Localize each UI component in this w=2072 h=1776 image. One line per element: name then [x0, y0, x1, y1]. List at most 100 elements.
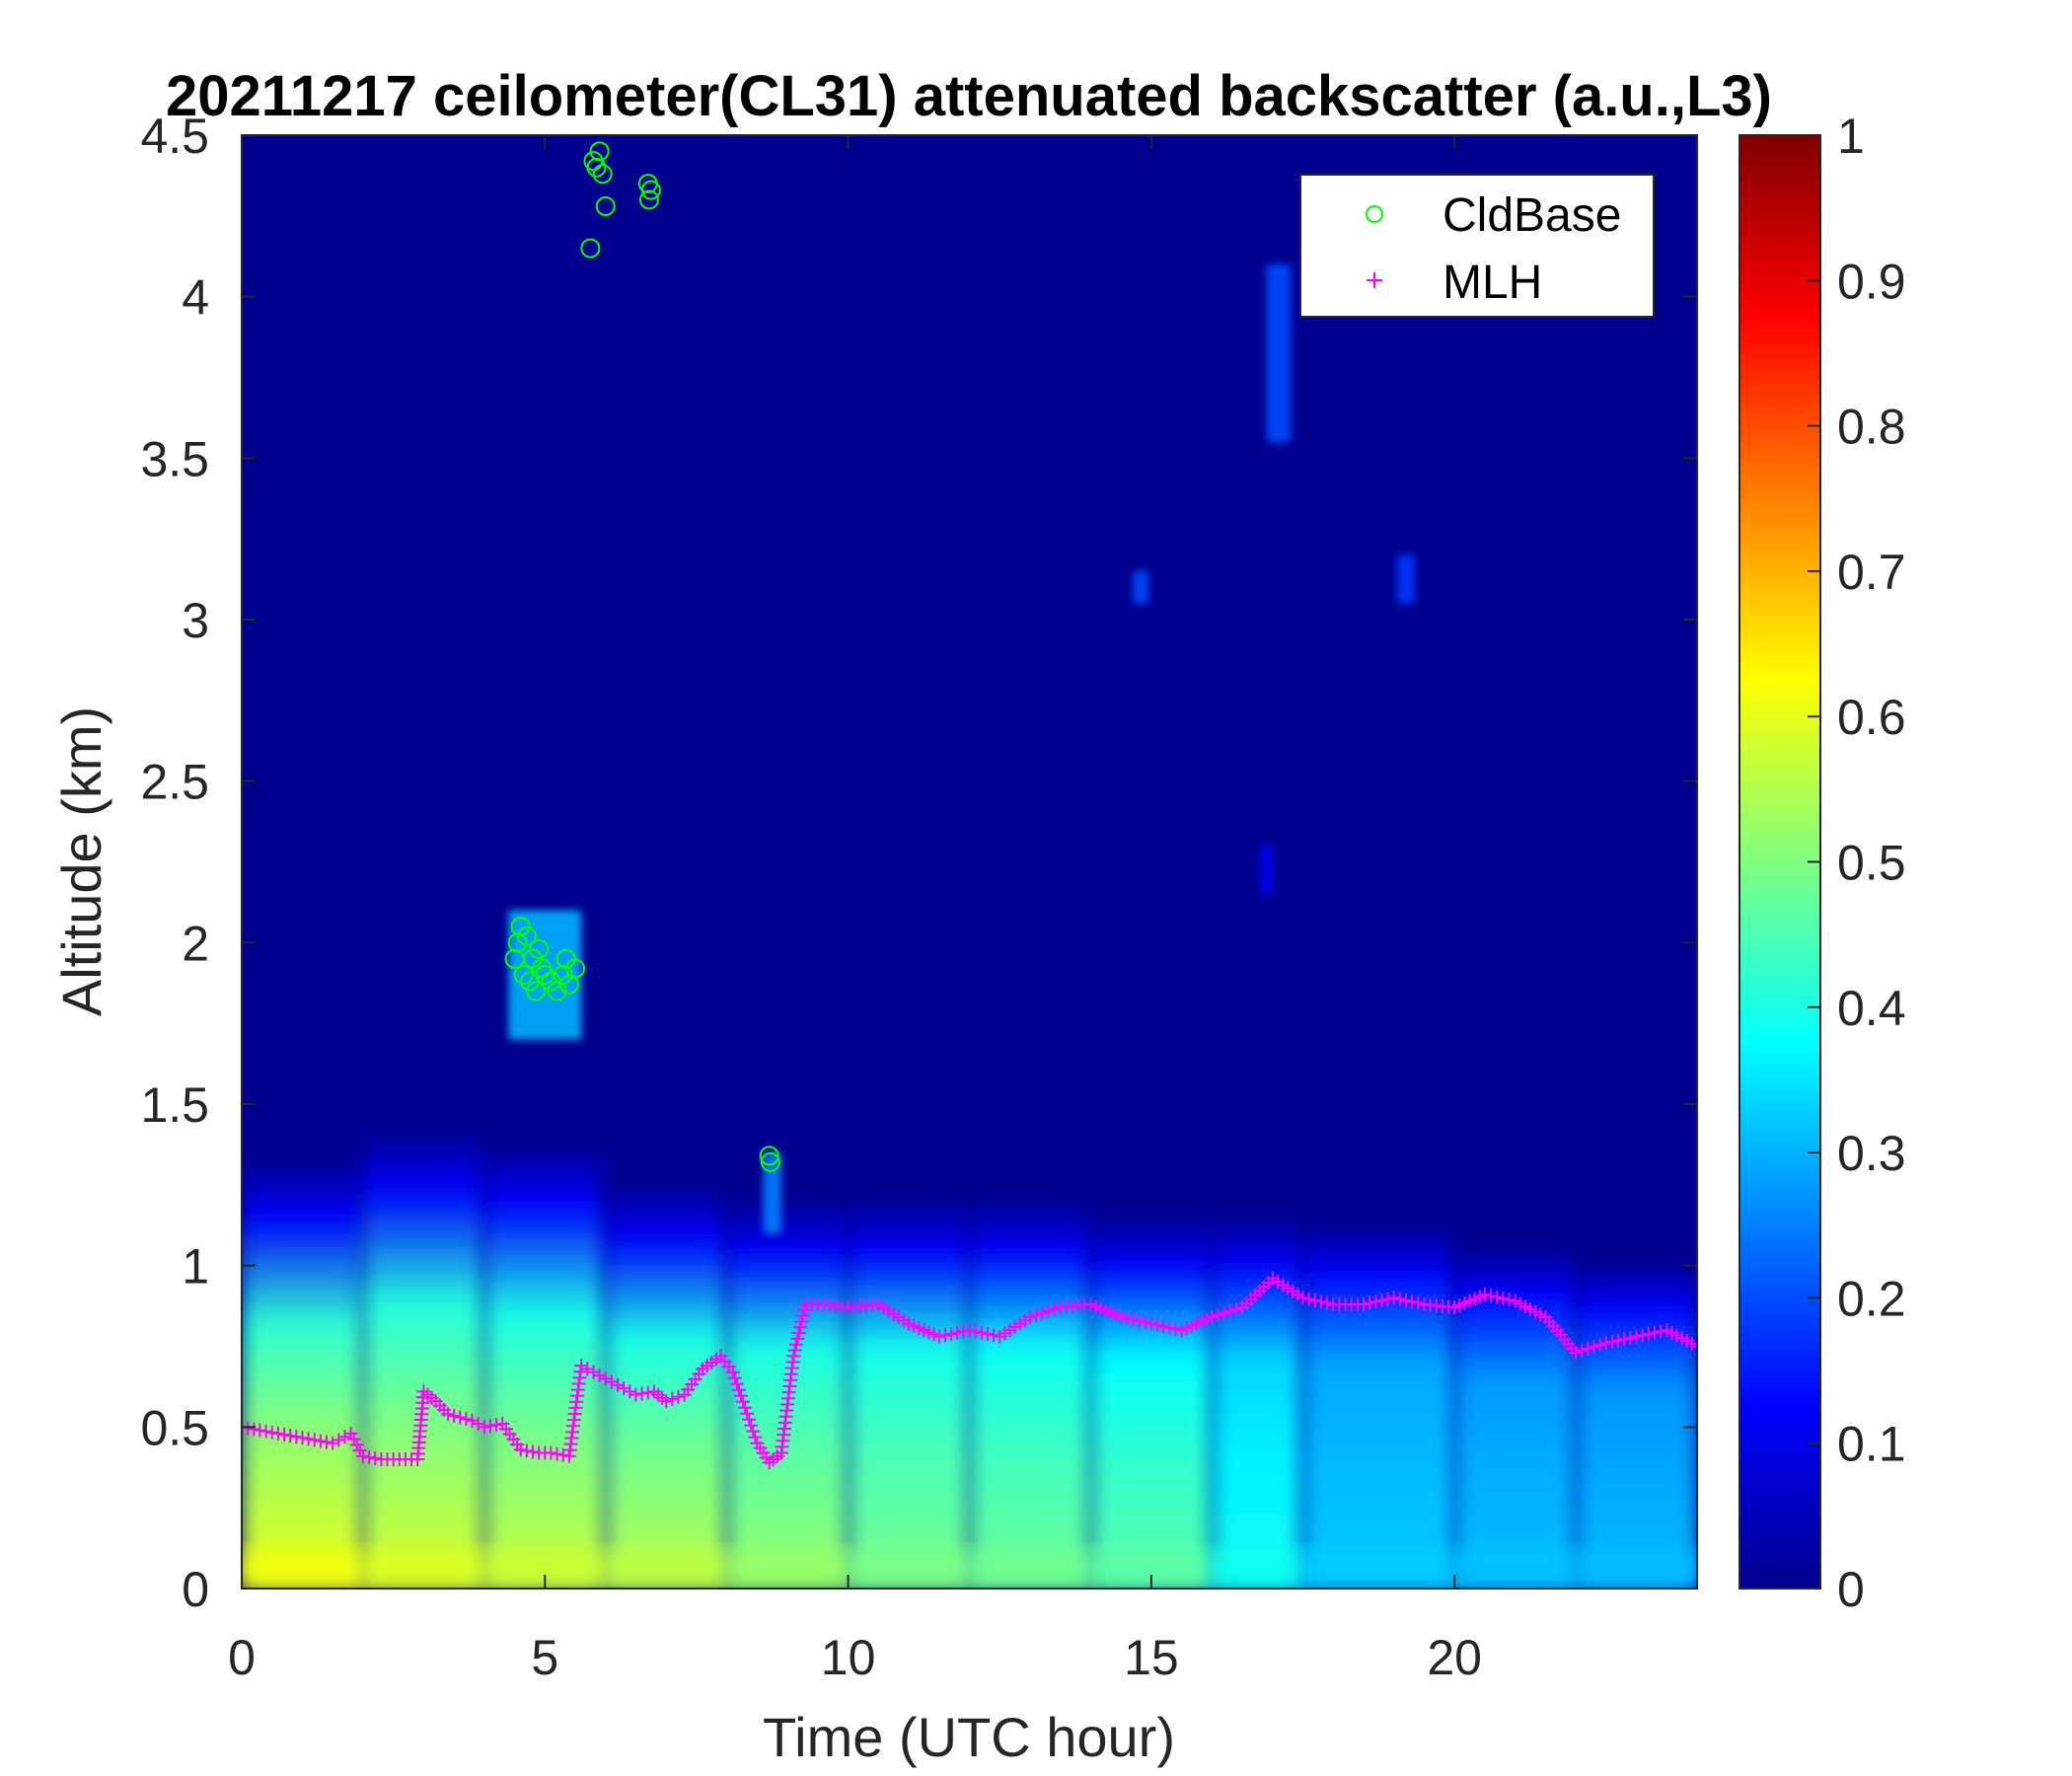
- mlh-point: [1647, 1325, 1662, 1340]
- mlh-point: [307, 1433, 322, 1447]
- mlh-point: [574, 1359, 589, 1373]
- mlh-point: [1374, 1294, 1389, 1308]
- mlh-point: [362, 1449, 377, 1464]
- mlh-point: [665, 1391, 680, 1406]
- mlh-point: [786, 1349, 801, 1364]
- y-tick-label: 1.5: [140, 1077, 209, 1133]
- cldbase-point: [586, 157, 607, 178]
- mlh-point: [795, 1308, 810, 1323]
- mlh-point: [944, 1327, 959, 1342]
- mlh-point: [974, 1325, 989, 1340]
- mlh-point: [1211, 1308, 1225, 1323]
- x-axis-title: Time (UTC hour): [763, 1706, 1175, 1768]
- chart-title: 20211217 ceilometer(CL31) attenuated bac…: [166, 64, 1772, 128]
- heatmap-surface-band: [726, 1549, 850, 1589]
- mlh-point: [1205, 1310, 1220, 1325]
- mlh-point: [519, 1443, 534, 1458]
- mlh-point: [489, 1418, 504, 1433]
- mlh-point: [1222, 1304, 1237, 1319]
- mlh-point: [544, 1445, 558, 1460]
- mlh-point: [1022, 1310, 1037, 1325]
- mlh-point: [611, 1377, 626, 1392]
- mlh-point: [1502, 1293, 1517, 1307]
- mlh-point: [734, 1388, 749, 1403]
- mlh-point: [1150, 1317, 1165, 1332]
- mlh-point: [937, 1328, 952, 1343]
- mlh-point: [513, 1443, 528, 1457]
- cldbase-point: [553, 965, 573, 986]
- heatmap-column: [1575, 1257, 1697, 1589]
- colorbar-tick-label: 0.2: [1837, 1271, 1906, 1326]
- heatmap-surface-band: [1212, 1549, 1304, 1589]
- colorbar-tick-label: 0.1: [1837, 1417, 1906, 1472]
- cldbase-point: [589, 141, 610, 162]
- mlh-point: [1392, 1292, 1407, 1306]
- colorbar-tick-label: 0.7: [1837, 545, 1906, 600]
- mlh-point: [789, 1337, 804, 1352]
- heatmap-surface-band: [1454, 1549, 1578, 1589]
- mlh-point: [1484, 1289, 1499, 1303]
- heatmap-column: [604, 1176, 728, 1589]
- mlh-point: [1617, 1332, 1632, 1347]
- y-tick-label: 4.5: [140, 109, 209, 164]
- mlh-point: [586, 1365, 601, 1379]
- colorbar-tick-label: 0.4: [1837, 981, 1906, 1036]
- mlh-point: [1405, 1295, 1420, 1309]
- mlh-point: [1217, 1306, 1231, 1321]
- cloud-feature: [1266, 263, 1292, 442]
- mlh-point: [1575, 1344, 1590, 1359]
- mlh-point: [962, 1323, 977, 1338]
- mlh-point: [349, 1438, 364, 1452]
- mlh-point: [270, 1426, 285, 1441]
- mlh-point: [729, 1376, 744, 1391]
- mlh-point: [604, 1374, 619, 1389]
- mlh-point: [313, 1434, 328, 1448]
- heatmap-column: [242, 1152, 364, 1589]
- mlh-point: [277, 1427, 292, 1442]
- mlh-point: [242, 1421, 256, 1436]
- mlh-point: [447, 1408, 462, 1423]
- legend-mlh-label: MLH: [1443, 257, 1542, 309]
- mlh-point: [453, 1410, 468, 1425]
- mlh-point: [797, 1302, 812, 1317]
- legend-box: [1299, 174, 1655, 318]
- mlh-point: [980, 1327, 995, 1342]
- mlh-point: [1162, 1320, 1177, 1335]
- mlh-point: [1604, 1334, 1619, 1349]
- cldbase-point: [529, 938, 550, 959]
- x-tick-label: 5: [531, 1630, 558, 1685]
- mlh-point: [793, 1320, 808, 1335]
- mlh-point: [787, 1343, 802, 1358]
- mlh-point: [791, 1326, 806, 1341]
- mlh-point: [482, 1419, 497, 1434]
- mlh-point: [343, 1426, 358, 1441]
- mlh-point: [634, 1386, 649, 1401]
- mlh-point: [1035, 1306, 1050, 1321]
- heatmap-surface-band: [848, 1549, 971, 1589]
- mlh-point: [1611, 1333, 1626, 1348]
- mlh-point: [326, 1436, 340, 1450]
- colorbar-tick-label: 0.5: [1837, 836, 1906, 891]
- mlh-point: [580, 1362, 595, 1376]
- mlh-point: [1301, 1292, 1316, 1306]
- mlh-point: [592, 1368, 607, 1382]
- mlh-point: [1592, 1338, 1607, 1353]
- heatmap-layer: [242, 1120, 1697, 1589]
- colorbar-tick-label: 0.9: [1837, 254, 1906, 309]
- mlh-point: [931, 1329, 946, 1344]
- cldbase-series: [504, 141, 780, 1172]
- y-tick-label: 0: [182, 1562, 209, 1617]
- legend-cldbase-marker: [1366, 205, 1383, 223]
- mlh-point: [1295, 1291, 1310, 1305]
- mlh-point: [1138, 1315, 1152, 1330]
- x-tick-label: 20: [1427, 1630, 1482, 1685]
- mlh-point: [1629, 1329, 1644, 1344]
- mlh-point: [465, 1413, 480, 1428]
- y-tick-label: 3.5: [140, 431, 209, 486]
- colorbar-tick-label: 0.6: [1837, 690, 1906, 745]
- mlh-point: [332, 1433, 346, 1447]
- mlh-point: [640, 1385, 655, 1400]
- mlh-point: [598, 1371, 613, 1386]
- colorbar-tick-label: 1: [1837, 109, 1865, 164]
